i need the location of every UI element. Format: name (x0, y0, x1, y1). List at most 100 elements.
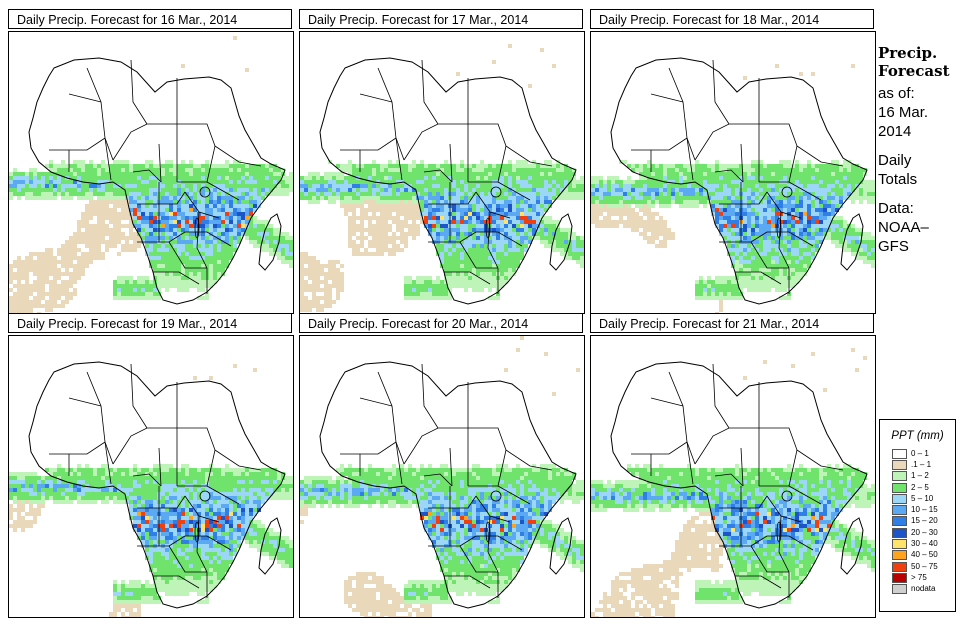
precip-map (590, 31, 876, 314)
legend-item: 15 – 20 (880, 516, 955, 527)
legend-swatch (892, 482, 907, 493)
forecast-panel: Daily Precip. Forecast for 18 Mar., 2014 (590, 9, 876, 314)
country-borders (49, 59, 262, 294)
legend-swatch (892, 572, 907, 583)
africa-coastline (610, 57, 868, 305)
legend-swatch (892, 516, 907, 527)
forecast-panel: Daily Precip. Forecast for 21 Mar., 2014 (590, 313, 876, 618)
legend-item: > 75 (880, 572, 955, 583)
legend-swatch (892, 527, 907, 538)
legend-item: 20 – 30 (880, 527, 955, 538)
info-text: Precip. Forecast as of: 16 Mar. 2014 Dai… (878, 44, 963, 256)
legend-item: nodata (880, 584, 955, 595)
africa-map-svg (9, 36, 293, 313)
legend-swatch (892, 471, 907, 482)
precip-map (8, 31, 294, 314)
legend-item: 10 – 15 (880, 504, 955, 516)
legend-label: 30 – 40 (911, 539, 938, 549)
madagascar-coastline (258, 213, 282, 271)
data-line-1: Data: (878, 200, 914, 217)
country-borders (340, 59, 553, 294)
legend-item: 1 – 2 (880, 471, 955, 482)
heading-forecast: Forecast (878, 62, 950, 80)
country-borders (49, 363, 262, 598)
legend-label: 5 – 10 (911, 493, 934, 503)
precip-layer (9, 160, 293, 300)
africa-coastline (28, 361, 286, 609)
panel-title: Daily Precip. Forecast for 16 Mar., 2014 (8, 9, 292, 29)
precip-map (299, 31, 585, 314)
madagascar-coastline (549, 213, 573, 271)
as-of-label: as of: (878, 85, 915, 102)
light-precip-layer (591, 348, 867, 617)
legend-label: 15 – 20 (911, 516, 938, 526)
legend-label: 1 – 2 (911, 471, 929, 481)
forecast-panel: Daily Precip. Forecast for 17 Mar., 2014 (299, 9, 585, 314)
heading-precip: Precip. (878, 44, 938, 62)
country-borders (340, 363, 553, 598)
as-of-date-year: 2014 (878, 123, 912, 140)
africa-map-svg (591, 348, 875, 617)
precip-layer (300, 464, 584, 604)
panel-title: Daily Precip. Forecast for 19 Mar., 2014 (8, 313, 292, 333)
legend-swatch (892, 539, 907, 550)
as-of-date-day: 16 Mar. (878, 104, 929, 121)
forecast-panel: Daily Precip. Forecast for 19 Mar., 2014 (8, 313, 294, 618)
legend-label: 20 – 30 (911, 527, 938, 537)
africa-map-svg (300, 44, 584, 312)
legend-label: 2 – 5 (911, 482, 929, 492)
africa-coastline (319, 57, 577, 305)
legend-label: 40 – 50 (911, 550, 938, 560)
legend-item: 40 – 50 (880, 550, 955, 561)
forecast-panel: Daily Precip. Forecast for 16 Mar., 2014 (8, 9, 294, 314)
madagascar-coastline (840, 517, 864, 575)
precip-map (299, 335, 585, 618)
panel-title: Daily Precip. Forecast for 17 Mar., 2014 (299, 9, 583, 29)
legend-swatch (892, 459, 907, 470)
legend-label: nodata (911, 584, 936, 594)
legend-item: 2 – 5 (880, 482, 955, 493)
africa-coastline (610, 361, 868, 609)
panel-title: Daily Precip. Forecast for 20 Mar., 2014 (299, 313, 583, 333)
precip-layer (9, 464, 293, 604)
country-borders (631, 363, 844, 598)
legend-item: 30 – 40 (880, 538, 955, 550)
africa-map-svg (591, 57, 875, 313)
data-line-3: GFS (878, 238, 909, 255)
legend-item: 5 – 10 (880, 493, 955, 504)
legend-swatch (892, 448, 907, 459)
legend-swatch (892, 550, 907, 561)
africa-coastline (319, 361, 577, 609)
madagascar-coastline (258, 517, 282, 575)
legend-swatch (892, 493, 907, 504)
panel-title: Daily Precip. Forecast for 18 Mar., 2014 (590, 9, 874, 29)
light-precip-layer (9, 36, 249, 313)
precip-map (8, 335, 294, 618)
precip-layer (300, 160, 584, 300)
madagascar-coastline (549, 517, 573, 575)
africa-map-svg (300, 336, 584, 617)
legend-label: 50 – 75 (911, 561, 938, 571)
legend-swatch (892, 505, 907, 516)
legend-label: .1 – 1 (911, 459, 932, 469)
data-line-2: NOAA– (878, 219, 929, 236)
legend-item: 0 – 1 (880, 448, 955, 459)
totals-line-2: Totals (878, 171, 918, 188)
africa-coastline (28, 57, 286, 305)
legend-item: 50 – 75 (880, 561, 955, 572)
legend-label: 10 – 15 (911, 505, 938, 515)
legend-swatch (892, 561, 907, 572)
legend-title: PPT (mm) (891, 430, 944, 442)
country-borders (631, 59, 844, 294)
precip-map (590, 335, 876, 618)
totals-line-1: Daily (878, 152, 912, 169)
legend-item: .1 – 1 (880, 459, 955, 470)
legend-label: > 75 (911, 572, 927, 582)
madagascar-coastline (840, 213, 864, 271)
africa-map-svg (9, 361, 293, 617)
panel-title: Daily Precip. Forecast for 21 Mar., 2014 (590, 313, 874, 333)
legend-swatch (892, 584, 907, 595)
forecast-panel: Daily Precip. Forecast for 20 Mar., 2014 (299, 313, 585, 618)
legend-label: 0 – 1 (911, 448, 929, 458)
